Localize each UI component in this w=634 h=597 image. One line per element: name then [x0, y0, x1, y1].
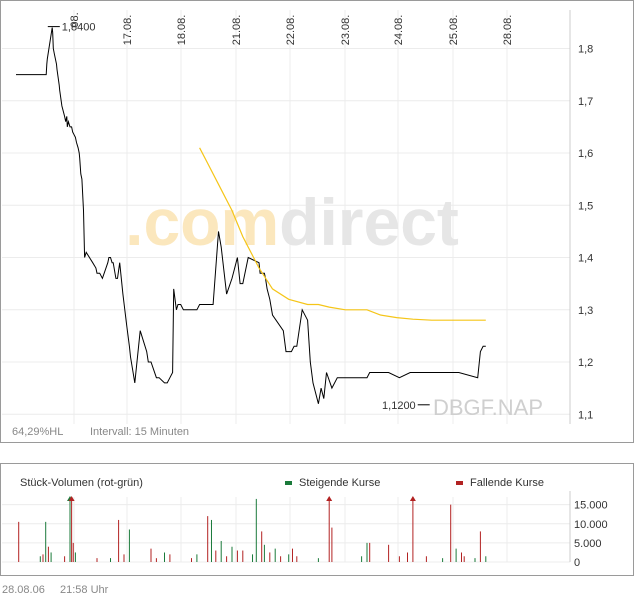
y-tick-label: 1,3 — [578, 305, 593, 317]
x-tick-label: 24.08. — [393, 15, 405, 46]
price-y-ticks: 1,8 1,7 1,6 1,5 1,4 1,3 1,2 1,1 — [578, 44, 593, 422]
volume-clip-arrow — [68, 496, 75, 501]
y-tick-label: 1,6 — [578, 148, 593, 160]
y-tick-label: 1,4 — [578, 253, 593, 265]
legend-falling-swatch — [456, 481, 463, 485]
x-tick-label: 08. — [69, 12, 81, 27]
interval-label: Intervall: 15 Minuten — [90, 426, 189, 438]
volume-clip-arrow — [409, 496, 416, 501]
x-tick-label: 28.08. — [502, 15, 514, 46]
watermark-dot: . — [125, 185, 143, 259]
price-chart-frame — [0, 0, 634, 443]
price-annotations: 1,8400 1,1200 — [47, 22, 430, 412]
symbol-label: DBGF.NAP — [433, 395, 543, 420]
volume-y-tick-label: 10.000 — [574, 519, 608, 531]
high-label: 1,8400 — [62, 22, 96, 34]
volume-y-tick-label: 5.000 — [574, 538, 602, 550]
y-tick-label: 1,8 — [578, 44, 593, 56]
price-grid — [2, 10, 571, 424]
x-tick-label: 21.08. — [231, 15, 243, 46]
volume-bars — [18, 496, 487, 562]
x-tick-label: 22.08. — [285, 15, 297, 46]
price-line — [16, 27, 486, 404]
x-tick-label: 18.08. — [176, 15, 188, 46]
y-tick-label: 1,7 — [578, 96, 593, 108]
legend-rising-label: Steigende Kurse — [299, 477, 380, 489]
watermark-direct: direct — [279, 185, 459, 259]
moving-average-line — [199, 147, 486, 321]
x-tick-label: 17.08. — [122, 15, 134, 46]
y-tick-label: 1,5 — [578, 200, 593, 212]
watermark-com: com — [143, 185, 279, 259]
legend-falling-label: Fallende Kurse — [470, 477, 544, 489]
price-x-ticks: 08. 17.08. 18.08. 21.08. 22.08. 23.08. 24.08. 2… — [69, 12, 514, 45]
x-tick-label: 23.08. — [340, 15, 352, 46]
volume-clip-arrow — [326, 496, 333, 501]
watermark: .comdirect — [125, 185, 459, 259]
volume-title: Stück-Volumen (rot-grün) — [20, 477, 143, 489]
footer-time: 21:58 Uhr — [60, 584, 109, 596]
low-label: 1,1200 — [382, 400, 416, 412]
hl-label: 64,29%HL — [12, 426, 63, 438]
footer-date: 28.08.06 — [2, 584, 45, 596]
y-tick-label: 1,2 — [578, 357, 593, 369]
volume-y-tick-label: 0 — [574, 557, 580, 569]
x-tick-label: 25.08. — [448, 15, 460, 46]
volume-y-ticks: 15.000 10.000 5.000 0 — [574, 500, 608, 569]
legend-rising-swatch — [285, 481, 292, 485]
price-series — [16, 27, 486, 404]
y-tick-label: 1,1 — [578, 409, 593, 421]
volume-y-tick-label: 15.000 — [574, 500, 608, 512]
